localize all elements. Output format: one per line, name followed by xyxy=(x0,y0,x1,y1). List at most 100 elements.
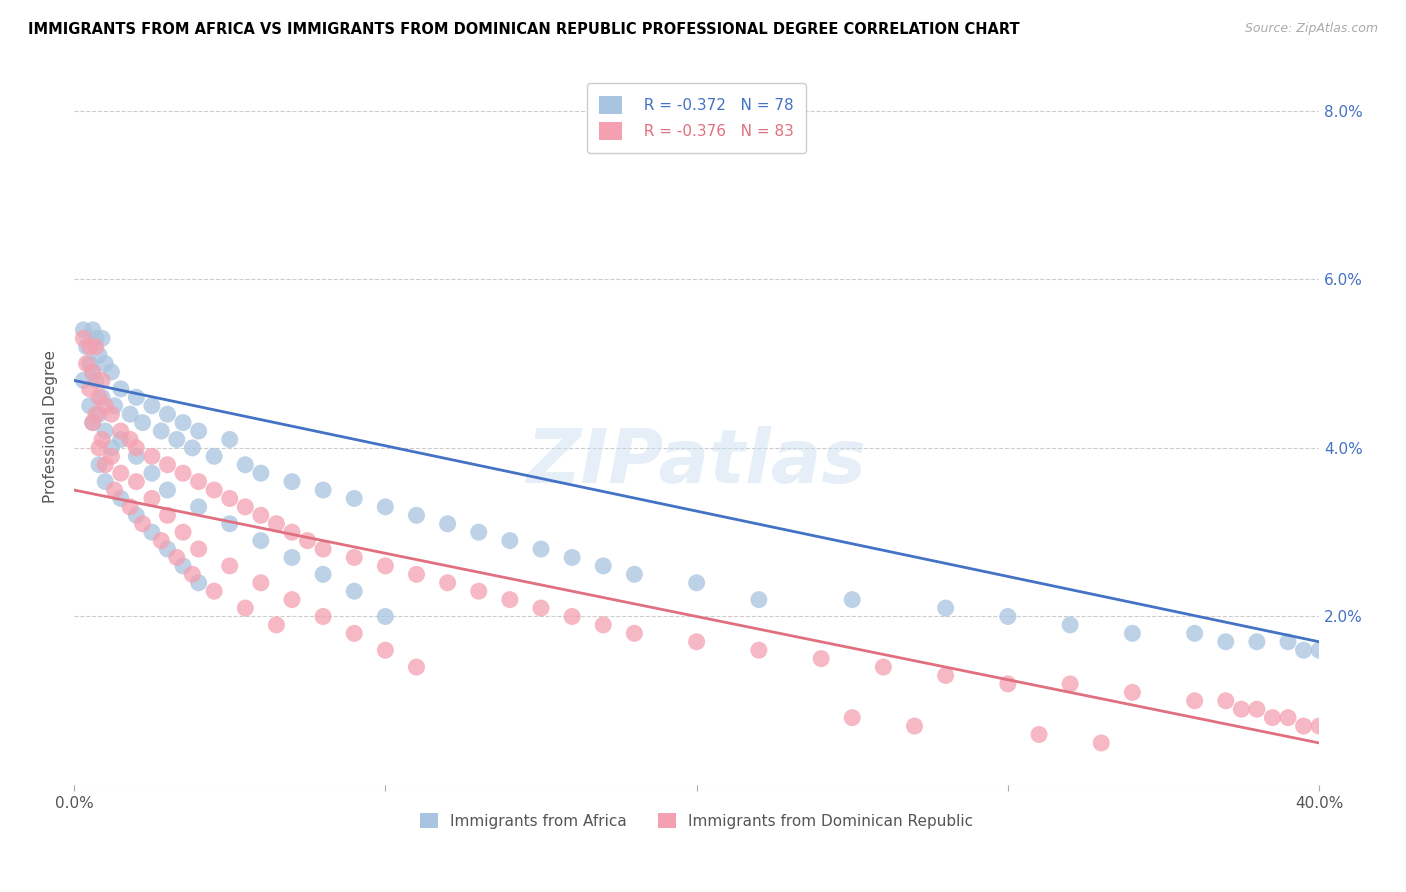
Point xyxy=(592,618,614,632)
Point xyxy=(87,441,110,455)
Point xyxy=(1292,643,1315,657)
Point xyxy=(343,491,366,506)
Point xyxy=(100,407,122,421)
Point xyxy=(166,433,188,447)
Point xyxy=(156,483,179,497)
Point xyxy=(82,365,104,379)
Point xyxy=(120,433,142,447)
Point xyxy=(499,592,522,607)
Point xyxy=(623,567,645,582)
Point xyxy=(467,525,489,540)
Point xyxy=(218,491,240,506)
Point xyxy=(91,390,114,404)
Point xyxy=(592,558,614,573)
Point xyxy=(172,558,194,573)
Point xyxy=(82,416,104,430)
Point xyxy=(82,416,104,430)
Point xyxy=(181,441,204,455)
Point xyxy=(997,609,1019,624)
Point xyxy=(1277,634,1299,648)
Point xyxy=(79,399,101,413)
Point xyxy=(91,331,114,345)
Point xyxy=(202,450,225,464)
Point xyxy=(150,533,173,548)
Point xyxy=(125,450,148,464)
Point xyxy=(141,450,163,464)
Point xyxy=(685,634,707,648)
Point xyxy=(110,466,132,480)
Point xyxy=(72,331,94,345)
Point xyxy=(125,475,148,489)
Point xyxy=(82,365,104,379)
Point xyxy=(374,609,396,624)
Point xyxy=(312,609,335,624)
Point xyxy=(1121,685,1143,699)
Point xyxy=(141,399,163,413)
Point xyxy=(841,711,863,725)
Point xyxy=(187,424,209,438)
Point xyxy=(141,525,163,540)
Point xyxy=(181,567,204,582)
Point xyxy=(91,433,114,447)
Point xyxy=(218,433,240,447)
Point xyxy=(1230,702,1253,716)
Point xyxy=(281,475,304,489)
Legend: Immigrants from Africa, Immigrants from Dominican Republic: Immigrants from Africa, Immigrants from … xyxy=(413,806,980,835)
Point xyxy=(87,390,110,404)
Point xyxy=(312,567,335,582)
Point xyxy=(1121,626,1143,640)
Point xyxy=(748,592,770,607)
Point xyxy=(374,643,396,657)
Point xyxy=(120,407,142,421)
Point xyxy=(343,626,366,640)
Point xyxy=(84,407,107,421)
Point xyxy=(1184,694,1206,708)
Point xyxy=(72,374,94,388)
Point xyxy=(87,407,110,421)
Point xyxy=(156,542,179,557)
Point xyxy=(1292,719,1315,733)
Point xyxy=(172,466,194,480)
Point xyxy=(935,601,957,615)
Point xyxy=(297,533,319,548)
Point xyxy=(935,668,957,682)
Point xyxy=(872,660,894,674)
Point xyxy=(202,483,225,497)
Point xyxy=(266,618,288,632)
Point xyxy=(405,660,427,674)
Point xyxy=(156,458,179,472)
Point xyxy=(1277,711,1299,725)
Point xyxy=(79,357,101,371)
Point xyxy=(1246,702,1268,716)
Point xyxy=(125,441,148,455)
Point xyxy=(561,550,583,565)
Point xyxy=(374,558,396,573)
Point xyxy=(530,601,553,615)
Point xyxy=(141,466,163,480)
Point xyxy=(250,575,273,590)
Point xyxy=(125,508,148,523)
Point xyxy=(218,558,240,573)
Point xyxy=(312,483,335,497)
Point xyxy=(233,458,256,472)
Text: Source: ZipAtlas.com: Source: ZipAtlas.com xyxy=(1244,22,1378,36)
Point xyxy=(233,500,256,514)
Point xyxy=(1059,618,1081,632)
Point xyxy=(131,516,153,531)
Point xyxy=(841,592,863,607)
Point xyxy=(1215,694,1237,708)
Point xyxy=(84,331,107,345)
Point xyxy=(79,382,101,396)
Point xyxy=(250,533,273,548)
Point xyxy=(405,508,427,523)
Point xyxy=(150,424,173,438)
Point xyxy=(218,516,240,531)
Point xyxy=(76,340,98,354)
Point xyxy=(903,719,925,733)
Point xyxy=(103,399,125,413)
Point xyxy=(1308,643,1330,657)
Point xyxy=(436,516,458,531)
Point xyxy=(405,567,427,582)
Point xyxy=(79,340,101,354)
Point xyxy=(202,584,225,599)
